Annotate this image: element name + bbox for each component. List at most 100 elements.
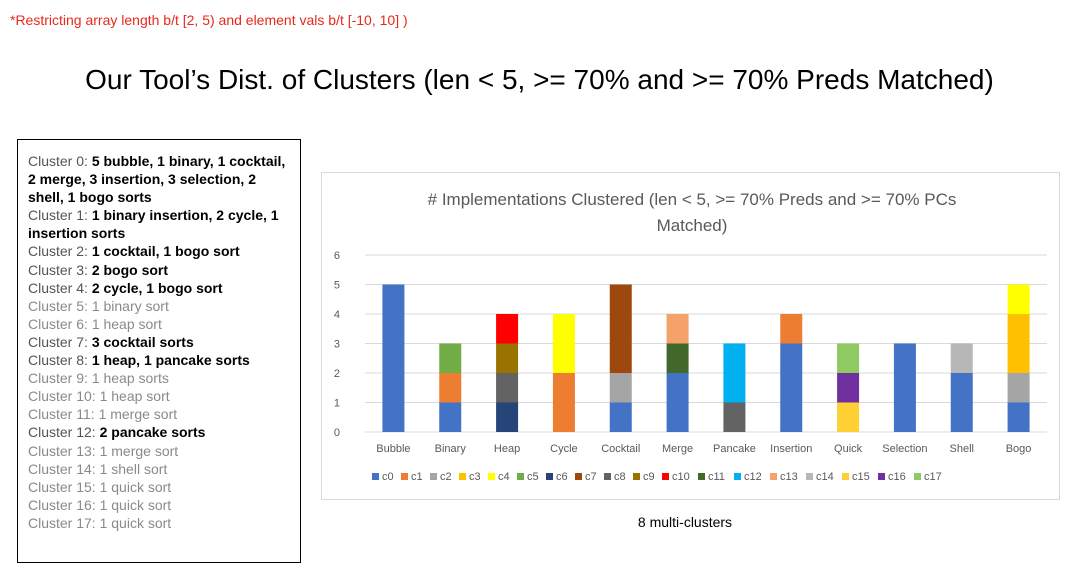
y-tick-label: 4	[334, 309, 340, 321]
bar-segment-c0	[609, 402, 632, 432]
chart-svg: # Implementations Clustered (len < 5, >=…	[334, 190, 1047, 483]
cluster-label: Cluster 0:	[28, 153, 88, 169]
legend-swatch	[770, 473, 777, 480]
bar-segment-c10	[496, 314, 519, 344]
legend-item-c5: c5	[517, 471, 539, 483]
cluster-label: Cluster 12:	[28, 424, 96, 441]
legend-label: c9	[643, 471, 655, 483]
restriction-note: *Restricting array length b/t [2, 5) and…	[10, 12, 408, 28]
cluster-item: Cluster 8: 1 heap, 1 pancake sorts	[28, 351, 290, 369]
legend-swatch	[633, 473, 640, 480]
bar-segment-c1	[439, 373, 462, 403]
cluster-item: Cluster 10: 1 heap sort	[28, 387, 290, 405]
cluster-item: Cluster 9: 1 heap sorts	[28, 369, 290, 387]
bar-segment-c0	[950, 373, 973, 432]
bar-segment-c2	[609, 373, 632, 403]
cluster-item: Cluster 17: 1 quick sort	[28, 514, 290, 532]
legend-item-c0: c0	[372, 471, 394, 483]
legend-label: c12	[744, 471, 762, 483]
cluster-label: Cluster 8:	[28, 352, 88, 369]
cluster-label: Cluster 15:	[28, 478, 96, 495]
legend-item-c6: c6	[546, 471, 568, 483]
bar-segment-c0	[382, 284, 405, 432]
cluster-desc: 1 heap sort	[91, 315, 162, 332]
legend-label: c16	[888, 471, 906, 483]
legend-item-c15: c15	[842, 471, 870, 483]
legend-swatch	[575, 473, 582, 480]
legend-item-c13: c13	[770, 471, 798, 483]
bar-segment-c0	[666, 373, 689, 432]
legend-label: c0	[382, 471, 394, 483]
bar-segment-c17	[837, 343, 860, 373]
legend-swatch	[878, 473, 885, 480]
cluster-label: Cluster 6:	[28, 315, 88, 332]
x-tick-label: Shell	[950, 443, 974, 455]
legend-label: c11	[708, 471, 725, 483]
legend-label: c15	[852, 471, 870, 483]
cluster-desc: 2 pancake sorts	[99, 424, 206, 441]
cluster-item: Cluster 0: 5 bubble, 1 binary, 1 cocktai…	[28, 152, 290, 206]
legend-label: c13	[780, 471, 798, 483]
cluster-item: Cluster 4: 2 cycle, 1 bogo sort	[28, 279, 290, 297]
legend-swatch	[401, 473, 408, 480]
x-tick-label: Heap	[494, 443, 520, 455]
cluster-item: Cluster 13: 1 merge sort	[28, 442, 290, 460]
cluster-desc: 1 shell sort	[99, 460, 168, 477]
legend-swatch	[372, 473, 379, 480]
legend-item-c7: c7	[575, 471, 597, 483]
cluster-desc: 1 quick sort	[99, 496, 172, 513]
legend-item-c8: c8	[604, 471, 626, 483]
legend-swatch	[914, 473, 921, 480]
cluster-desc: 3 cocktail sorts	[91, 333, 194, 350]
cluster-desc: 1 merge sort	[98, 406, 178, 423]
bar-segment-c7	[609, 284, 632, 373]
cluster-label: Cluster 10:	[28, 388, 96, 405]
legend-swatch	[734, 473, 741, 480]
cluster-desc: 1 heap sorts	[91, 370, 169, 387]
cluster-desc: 1 quick sort	[99, 514, 172, 531]
legend-swatch	[546, 473, 553, 480]
y-tick-label: 1	[334, 398, 340, 410]
cluster-item: Cluster 1: 1 binary insertion, 2 cycle, …	[28, 206, 290, 242]
bar-segment-c14	[950, 343, 973, 373]
bar-segment-c9	[496, 343, 519, 373]
cluster-label: Cluster 9:	[28, 370, 88, 387]
legend-swatch	[488, 473, 495, 480]
bar-segment-c8	[723, 402, 746, 432]
legend-swatch	[806, 473, 813, 480]
legend-swatch	[662, 473, 669, 480]
legend-item-c14: c14	[806, 471, 834, 483]
x-tick-label: Bogo	[1006, 443, 1032, 455]
legend-swatch	[459, 473, 466, 480]
legend-item-c11: c11	[698, 471, 725, 483]
y-tick-label: 3	[334, 339, 340, 351]
legend-swatch	[604, 473, 611, 480]
cluster-item: Cluster 6: 1 heap sort	[28, 315, 290, 333]
cluster-label: Cluster 4:	[28, 279, 88, 296]
cluster-item: Cluster 2: 1 cocktail, 1 bogo sort	[28, 242, 290, 260]
bar-segment-c12	[723, 343, 746, 403]
bar-segment-c0	[893, 343, 916, 432]
cluster-desc: 1 merge sort	[99, 442, 179, 459]
x-tick-label: Cycle	[550, 443, 578, 455]
legend-label: c8	[614, 471, 626, 483]
bar-segment-c0	[1007, 402, 1030, 432]
cluster-item: Cluster 16: 1 quick sort	[28, 496, 290, 514]
chart-title-line-2: Matched)	[657, 216, 728, 235]
legend-label: c4	[498, 471, 510, 483]
multi-cluster-caption: 8 multi-clusters	[637, 514, 733, 530]
legend-item-c4: c4	[488, 471, 510, 483]
cluster-list: Cluster 0: 5 bubble, 1 binary, 1 cocktai…	[17, 139, 301, 563]
cluster-label: Cluster 14:	[28, 460, 96, 477]
y-tick-label: 0	[334, 427, 340, 439]
cluster-item: Cluster 12: 2 pancake sorts	[28, 423, 290, 441]
bar-segment-c11	[666, 343, 689, 373]
bar-segment-c4	[552, 314, 575, 373]
legend-item-c2: c2	[430, 471, 452, 483]
cluster-desc: 5 bubble, 1 binary, 1 cocktail, 2 merge,…	[28, 153, 286, 206]
cluster-label: Cluster 17:	[28, 514, 96, 531]
cluster-desc: 1 heap sort	[99, 388, 170, 405]
bar-segment-c0	[439, 402, 462, 432]
legend-label: c2	[440, 471, 452, 483]
cluster-desc: 2 bogo sort	[91, 261, 169, 278]
